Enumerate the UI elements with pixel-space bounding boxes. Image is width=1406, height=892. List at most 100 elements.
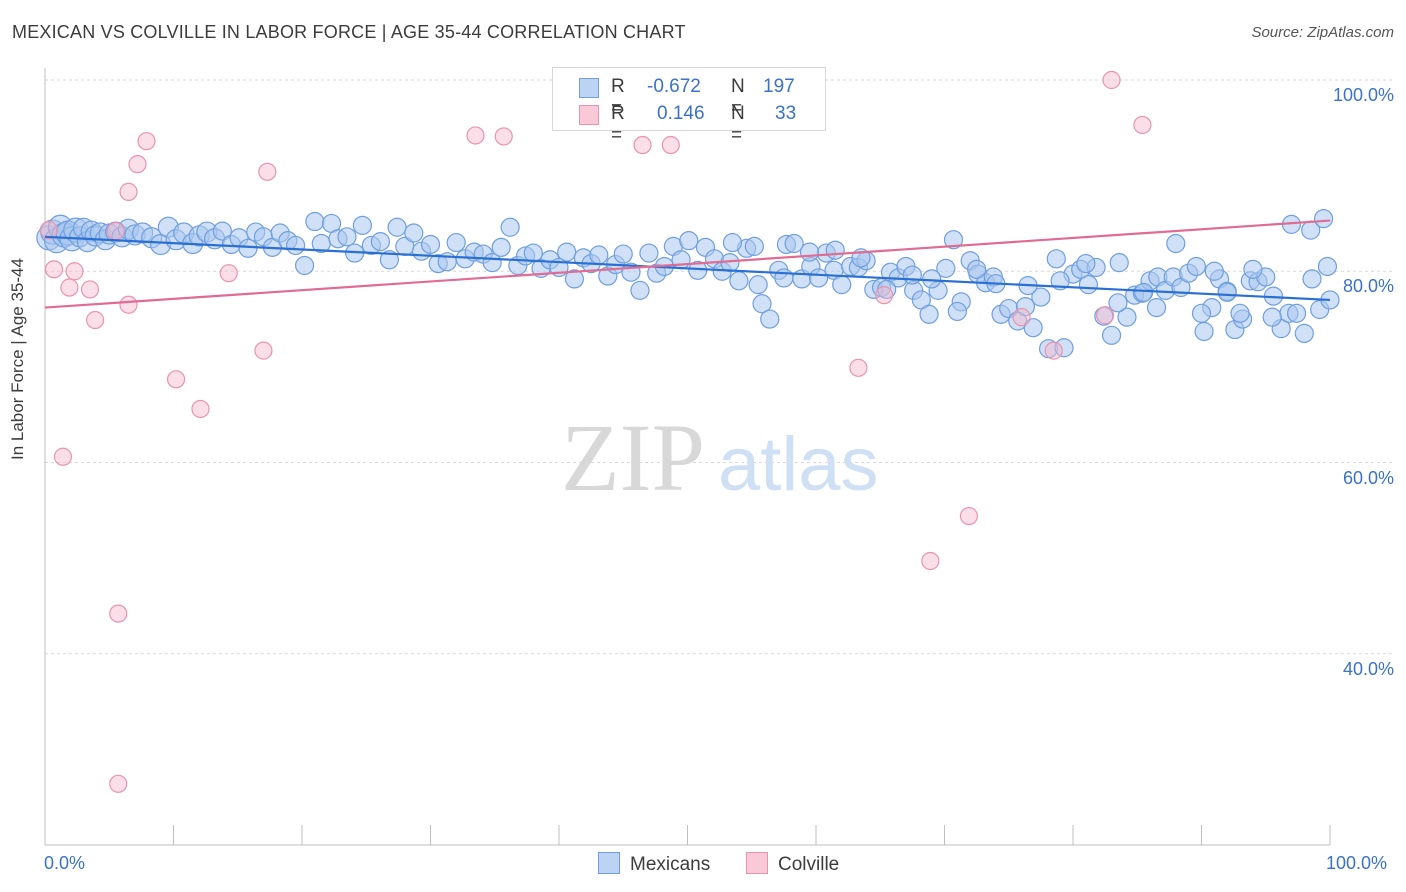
mexicans-point <box>491 237 511 257</box>
mexicans-point <box>1186 256 1206 277</box>
y-tick-label: 40.0% <box>1342 658 1394 679</box>
mexicans-point <box>238 238 258 258</box>
mexicans-point <box>294 255 315 276</box>
colville-point <box>921 551 940 571</box>
mexicans-point <box>774 268 794 288</box>
mexicans-point <box>1015 297 1036 317</box>
y-tick-label: 100.0% <box>1332 85 1394 105</box>
colville-point <box>86 310 105 330</box>
legend-n-value: 33 <box>775 103 797 124</box>
colville-point <box>128 155 147 174</box>
legend-label-mexicans: Mexicans <box>630 854 711 875</box>
colville-point <box>119 295 138 314</box>
mexicans-point <box>379 250 399 270</box>
legend-swatch-colville <box>746 852 768 874</box>
colville-point <box>109 774 128 793</box>
mexicans-point <box>1286 303 1307 323</box>
colville-point <box>661 135 680 155</box>
mexicans-point <box>500 217 520 237</box>
mexicans-point <box>285 235 306 256</box>
legend-swatch-mexicans <box>579 78 599 98</box>
mexicans-point <box>1317 256 1338 277</box>
colville-point <box>106 221 125 241</box>
mexicans-point <box>825 240 845 260</box>
colville-point <box>875 286 894 305</box>
legend-r-value: -0.672 <box>647 76 701 97</box>
mexicans-point <box>1134 282 1154 302</box>
mexicans-point <box>613 244 633 264</box>
legend-n-label: N = <box>731 76 745 119</box>
source-label: Source: ZipAtlas.com <box>1251 24 1394 41</box>
colville-point <box>849 358 868 377</box>
colville-point <box>39 221 58 240</box>
mexicans-point <box>922 269 942 289</box>
colville-point <box>1044 341 1063 360</box>
mexicans-point <box>1230 303 1250 323</box>
mexicans-trend-line <box>44 235 1331 302</box>
colville-point <box>1102 70 1121 90</box>
mexicans-point <box>748 275 768 295</box>
mexicans-point <box>1023 318 1043 338</box>
legend-label-colville: Colville <box>778 854 840 875</box>
mexicans-point <box>420 234 441 255</box>
trend-lines <box>44 219 1331 309</box>
mexicans-points <box>36 209 1340 359</box>
mexicans-point <box>722 232 743 253</box>
mexicans-point <box>1294 323 1314 344</box>
mexicans-point <box>1031 287 1051 307</box>
legend-item-colville[interactable]: Colville <box>746 852 839 876</box>
mexicans-point <box>1101 325 1122 345</box>
mexicans-point <box>1313 209 1334 229</box>
mexicans-point <box>729 271 749 291</box>
legend-r-label: R = <box>611 76 625 119</box>
mexicans-point <box>630 280 650 300</box>
mexicans-point <box>387 217 407 237</box>
mexicans-point <box>557 242 577 262</box>
mexicans-point <box>808 268 829 288</box>
stats-legend: R = -0.672 N = 197 R = 0.146 N = 33 <box>552 67 826 146</box>
mexicans-point <box>404 223 424 243</box>
mexicans-point <box>1262 307 1282 327</box>
watermark-zip: ZIP <box>561 404 705 511</box>
mexicans-point <box>639 243 659 263</box>
chart-title: MEXICAN VS COLVILLE IN LABOR FORCE | AGE… <box>12 22 686 42</box>
axes <box>44 68 1331 846</box>
colville-points <box>39 70 1152 793</box>
mexicans-point <box>589 245 609 265</box>
colville-point <box>1012 308 1031 327</box>
mexicans-point <box>1117 307 1137 327</box>
colville-point <box>80 280 100 299</box>
mexicans-point <box>1302 269 1322 289</box>
mexicans-point <box>784 233 804 254</box>
mexicans-point <box>919 304 939 324</box>
legend-n-value: 197 <box>763 76 795 97</box>
legend-r-label: R = <box>611 103 625 146</box>
mexicans-point <box>305 211 325 232</box>
legend-swatch-colville <box>579 105 599 125</box>
mexicans-point <box>671 250 691 270</box>
colville-point <box>1096 306 1115 325</box>
mexicans-point <box>967 259 987 279</box>
mexicans-point <box>212 221 232 241</box>
mexicans-point <box>1243 259 1263 279</box>
colville-point <box>633 135 652 155</box>
x-tick-label-min: 0.0% <box>44 853 86 873</box>
mexicans-point <box>352 215 372 235</box>
mexicans-point <box>832 275 852 295</box>
mexicans-point <box>1194 321 1214 342</box>
y-tick-label: 80.0% <box>1342 276 1394 297</box>
colville-point <box>65 262 84 281</box>
colville-point <box>60 278 79 297</box>
colville-point <box>466 126 485 145</box>
colville-point <box>219 264 238 283</box>
mexicans-point <box>902 265 922 285</box>
mexicans-point <box>1108 293 1128 313</box>
mexicans-point <box>679 231 699 251</box>
colville-point <box>137 132 156 151</box>
mexicans-point <box>943 230 964 250</box>
legend-r-value: 0.146 <box>657 103 705 124</box>
legend-item-mexicans[interactable]: Mexicans <box>598 852 710 876</box>
mexicans-point <box>1076 254 1096 274</box>
colville-point <box>191 399 210 419</box>
